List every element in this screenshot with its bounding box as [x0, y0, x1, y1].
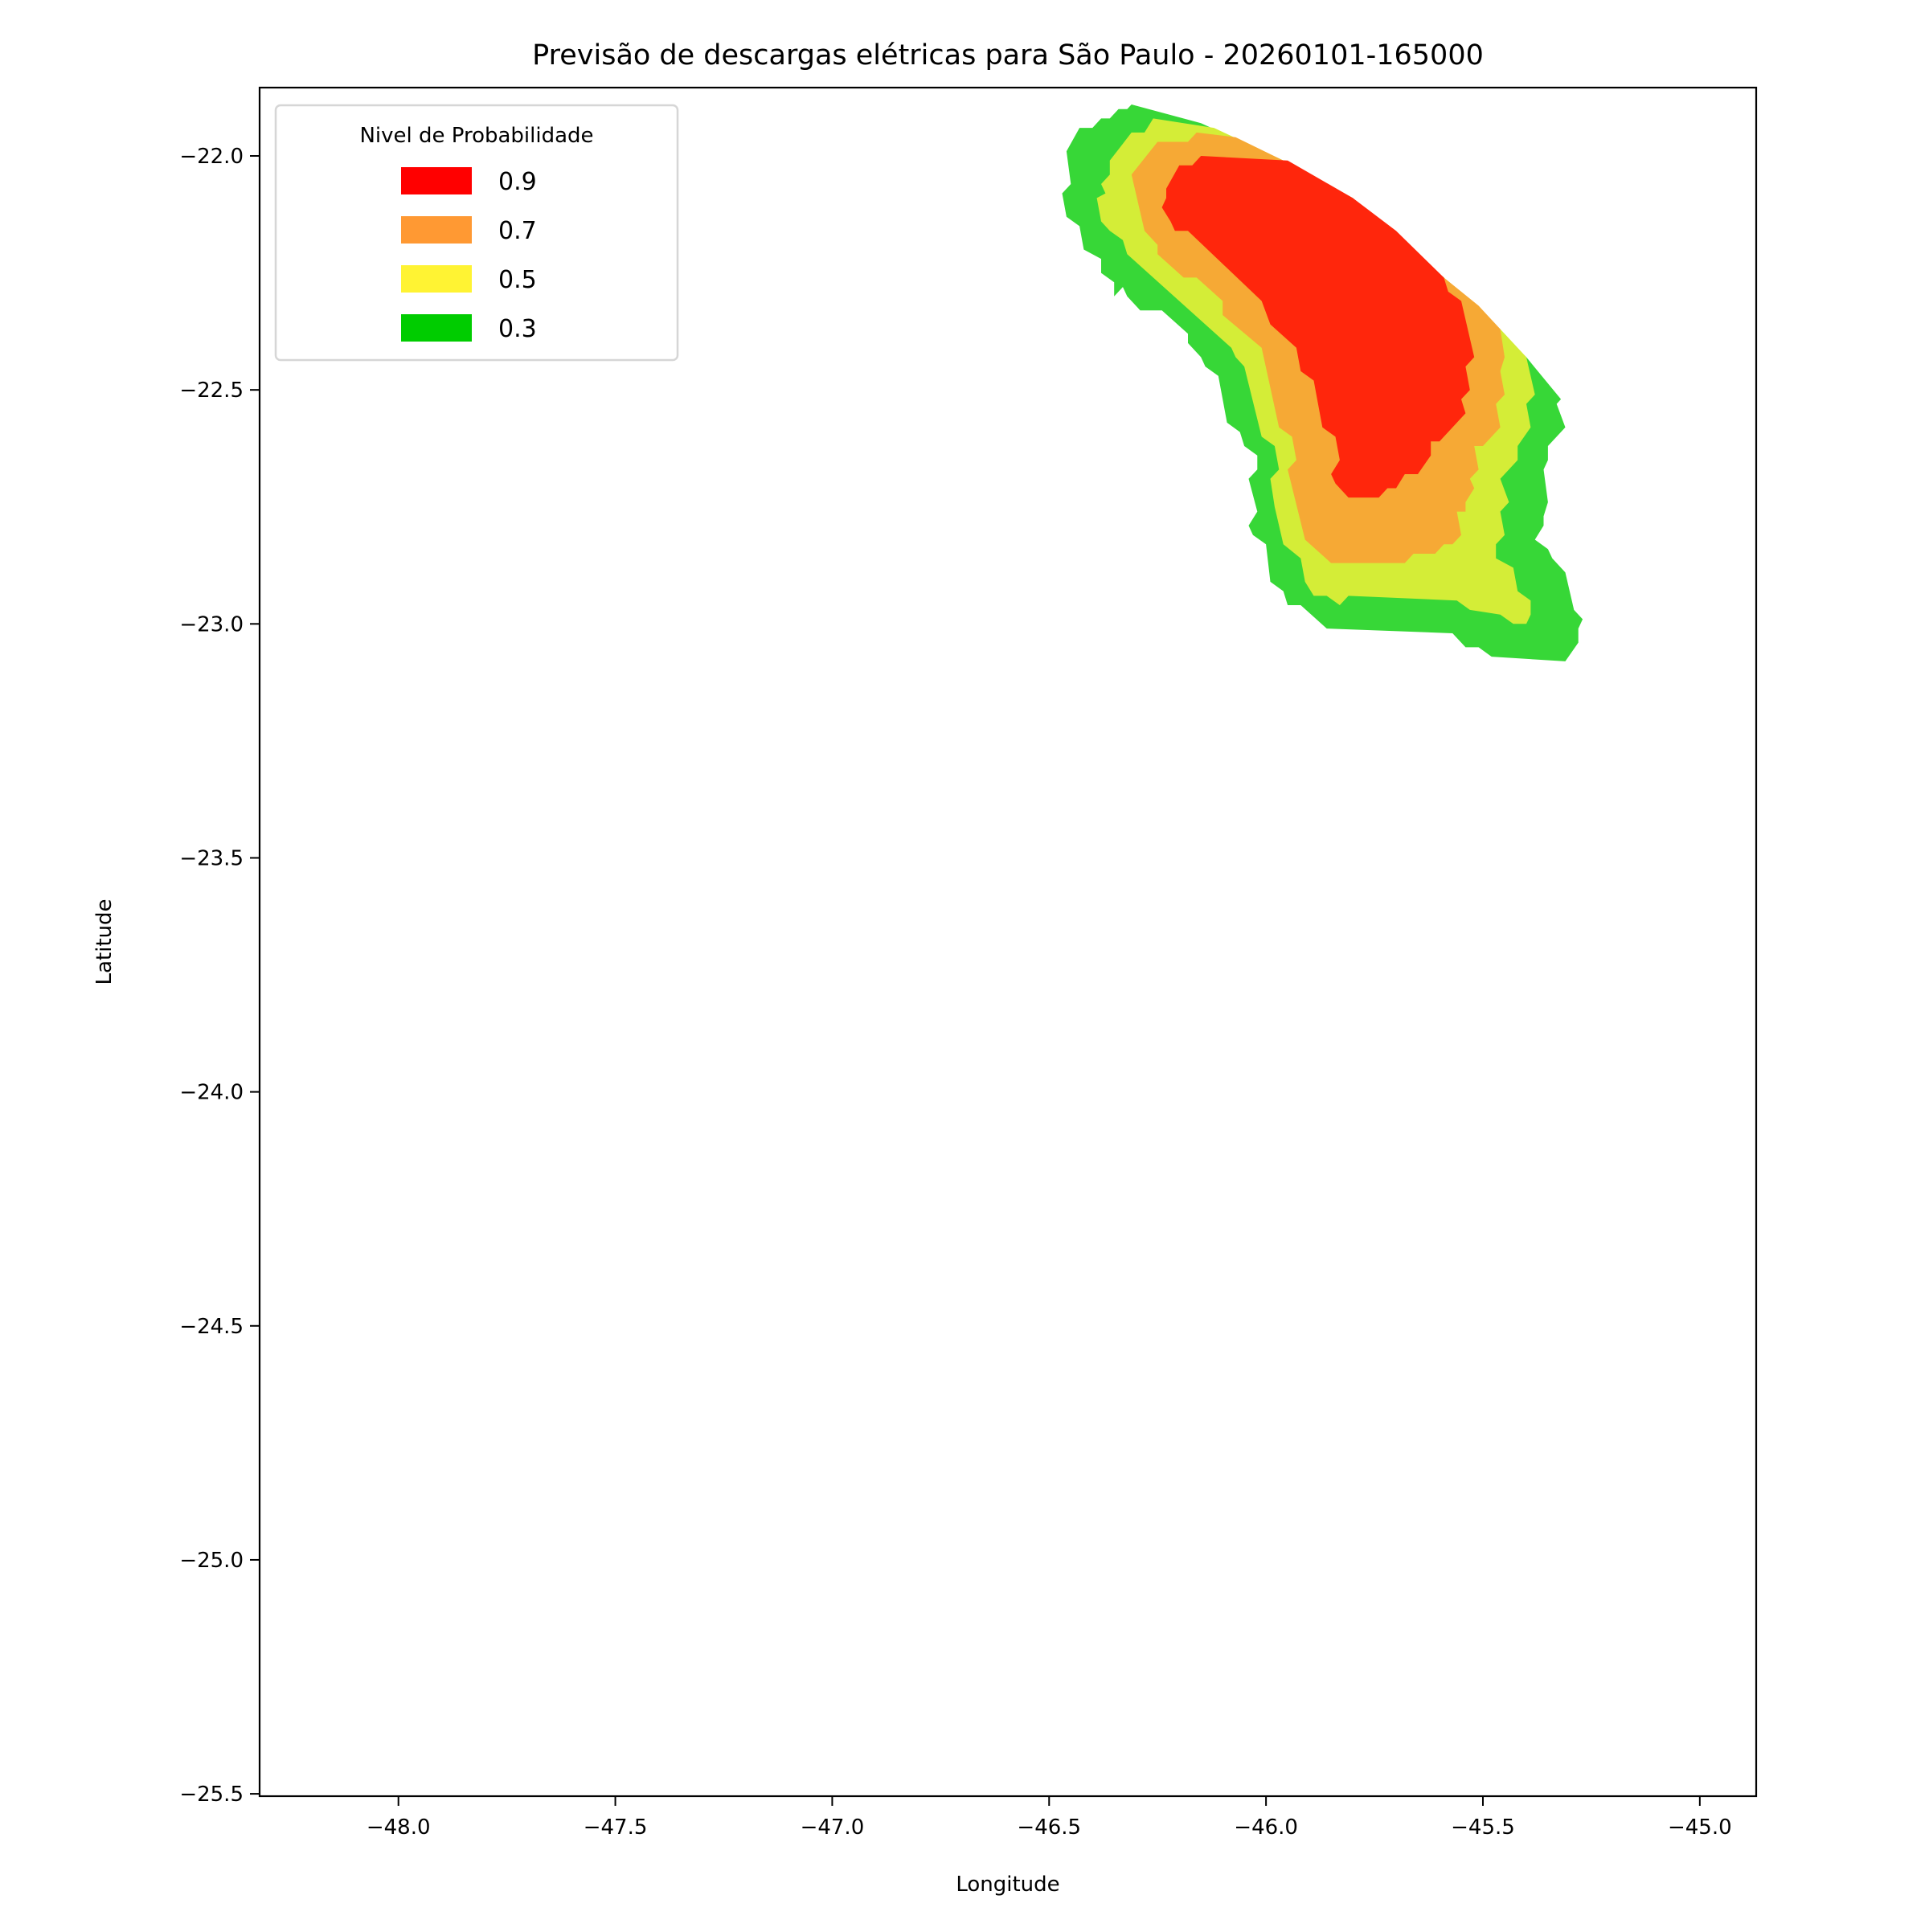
- y-tick-label: −25.5: [179, 1783, 244, 1807]
- contour-level-0-9: [1161, 156, 1475, 498]
- legend-swatch: [401, 216, 472, 244]
- legend-label: 0.9: [498, 168, 537, 196]
- legend-box: [274, 104, 679, 362]
- y-tick-label: −24.0: [179, 1081, 244, 1105]
- y-tick-label: −23.5: [179, 846, 244, 870]
- legend: Nivel de Probabilidade 0.9 0.7 0.5 0.3: [274, 104, 679, 362]
- x-tick-label: −48.0: [367, 1815, 431, 1840]
- axes-frame: [258, 86, 1758, 1798]
- legend-swatch: [401, 167, 472, 194]
- legend-swatch: [401, 314, 472, 342]
- x-tick-label: −47.5: [584, 1815, 648, 1840]
- contour-layer: [1062, 104, 1583, 661]
- x-axis: −48.0 −47.5 −47.0 −46.5 −46.0 −45.5 −45.0: [367, 1796, 1732, 1840]
- y-tick-label: −24.5: [179, 1315, 244, 1339]
- y-axis: −22.0 −22.5 −23.0 −23.5 −24.0 −24.5 −25.0 −25.5: [179, 145, 260, 1807]
- x-tick-label: −46.0: [1234, 1815, 1298, 1840]
- legend-label: 0.3: [498, 315, 537, 343]
- y-tick-label: −25.0: [179, 1549, 244, 1573]
- y-tick-label: −22.5: [179, 379, 244, 403]
- x-tick-label: −45.0: [1668, 1815, 1732, 1840]
- legend-title: Nivel de Probabilidade: [359, 124, 593, 148]
- x-tick-label: −47.0: [801, 1815, 865, 1840]
- legend-label: 0.7: [498, 217, 537, 245]
- x-tick-label: −46.5: [1017, 1815, 1081, 1840]
- y-tick-label: −23.0: [179, 612, 244, 636]
- x-tick-label: −45.5: [1451, 1815, 1515, 1840]
- y-tick-label: −22.0: [179, 145, 244, 169]
- legend-swatch: [401, 265, 472, 293]
- chart-title: Previsão de descargas elétricas para São…: [532, 39, 1484, 72]
- legend-label: 0.5: [498, 266, 537, 294]
- y-axis-label: Latitude: [92, 898, 117, 984]
- x-axis-label: Longitude: [956, 1873, 1059, 1897]
